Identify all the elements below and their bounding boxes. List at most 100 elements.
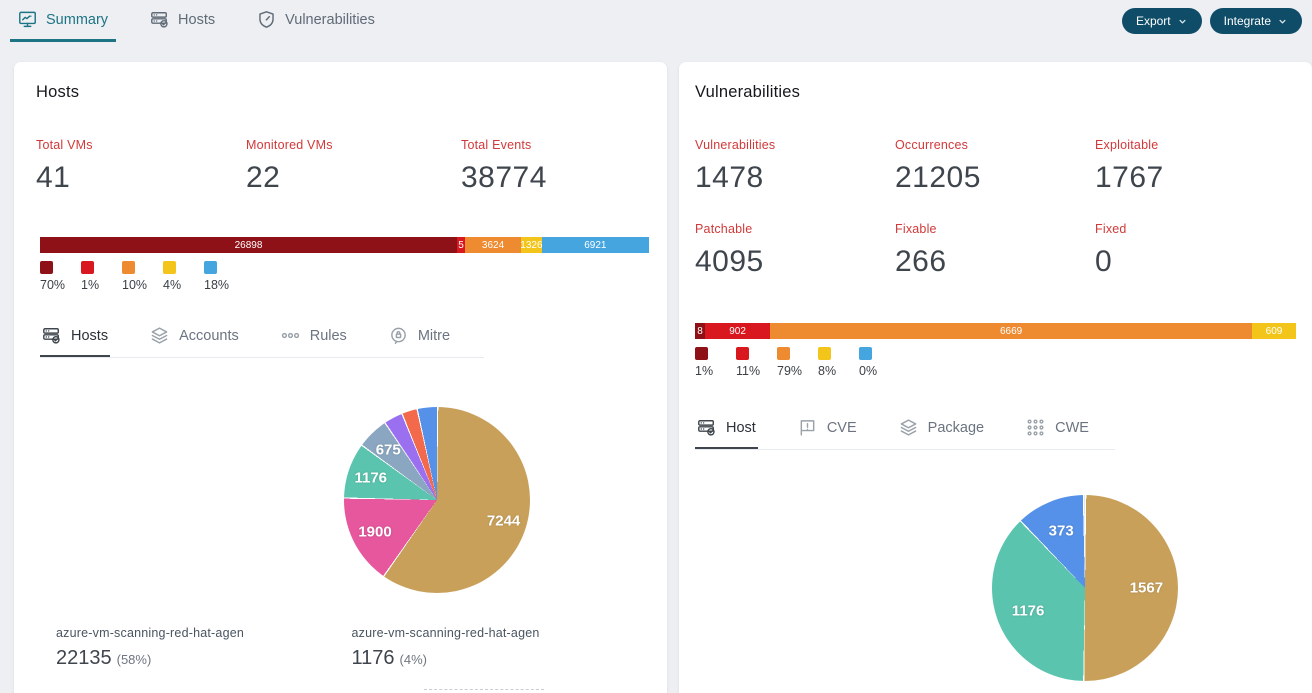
stat-value: 1767 (1095, 161, 1164, 194)
export-button[interactable]: Export (1121, 8, 1202, 34)
stat-label: Exploitable (1095, 138, 1159, 152)
pie-slice-label: 1900 (358, 523, 392, 541)
stat-label: Fixable (895, 222, 937, 236)
hosts-inner-tabs: Hosts Accounts Rules Mitre (40, 322, 484, 358)
stat-value: 1478 (695, 161, 764, 194)
bar-segment[interactable]: 5 (456, 237, 465, 253)
bar-segment-value: 902 (729, 325, 746, 337)
hosts-top-items: azure-vm-scanning-red-hat-agen 22135 (58… (56, 626, 647, 670)
legend-percent: 18% (204, 278, 230, 292)
dots-icon (281, 326, 300, 345)
tab-rules[interactable]: Rules (279, 322, 349, 357)
legend-item: 4% (163, 261, 189, 292)
legend-item: 18% (204, 261, 230, 292)
legend-percent: 8% (818, 364, 837, 378)
item-name: azure-vm-scanning-red-hat-agen (56, 626, 245, 640)
bar-segment-value: 26898 (234, 239, 263, 251)
bar-segment[interactable]: 3624 (464, 237, 522, 253)
stat: Patchable 4095 (695, 222, 895, 279)
tab-package[interactable]: Package (897, 414, 986, 449)
stat-value: 21205 (895, 161, 981, 194)
layers-icon (899, 418, 918, 437)
stat: Vulnerabilities 1478 (695, 138, 895, 195)
stat: Fixable 266 (895, 222, 1095, 279)
legend-swatch (859, 347, 872, 360)
nav-tab-label: Summary (46, 11, 109, 28)
bar-segment[interactable]: 26898 (40, 237, 457, 253)
tab-cwe[interactable]: CWE (1024, 414, 1091, 449)
stat-value: 0 (1095, 245, 1113, 278)
hosts-panel-title: Hosts (36, 83, 80, 101)
stat-value: 41 (36, 161, 71, 194)
stat: Total VMs 41 (36, 138, 246, 195)
legend-item: 70% (40, 261, 66, 292)
pie-slice-label: 675 (375, 441, 401, 459)
tab-label: Mitre (417, 327, 451, 344)
legend-swatch (695, 347, 708, 360)
stat-value: 22 (246, 161, 281, 194)
stat: Total Events 38774 (461, 138, 651, 195)
pie-slice-label: 7244 (486, 512, 521, 530)
bar-segment-value: 1326 (521, 239, 542, 251)
nav-tab-label: Vulnerabilities (285, 11, 375, 28)
export-button-label: Export (1135, 14, 1171, 28)
stat: Exploitable 1767 (1095, 138, 1302, 195)
nav-tab-summary[interactable]: Summary (10, 0, 117, 42)
legend-percent: 70% (40, 278, 66, 292)
legend-item: 79% (777, 347, 803, 378)
tab-hosts[interactable]: Hosts (40, 322, 110, 357)
stat-label: Total VMs (36, 138, 93, 152)
legend-swatch (736, 347, 749, 360)
bar-segment-value: 3624 (481, 239, 505, 251)
list-item: azure-vm-scanning-red-hat-agen 1176 (4%) (352, 626, 648, 670)
legend-swatch (777, 347, 790, 360)
tab-label: Rules (309, 327, 347, 344)
shield-icon (257, 10, 276, 29)
item-percent: (58%) (116, 652, 152, 667)
hosts-pie-chart[interactable]: 7244 1900 1176 675 (344, 407, 530, 593)
layers-icon (150, 326, 169, 345)
item-value: 1176 (351, 647, 395, 669)
legend-item: 11% (736, 347, 762, 378)
tab-mitre[interactable]: Mitre (387, 322, 452, 357)
stat: Fixed 0 (1095, 222, 1302, 279)
bar-segment[interactable]: 1326 (521, 237, 542, 253)
pie-slice-label: 1567 (1129, 579, 1164, 597)
stat-value: 266 (895, 245, 947, 278)
top-navbar: Summary Hosts Vulnerabilities Export Integr… (0, 0, 1312, 42)
vulnerabilities-panel: Vulnerabilities Vulnerabilities 1478 Occur… (679, 62, 1312, 693)
legend-percent: 0% (859, 364, 878, 378)
bar-segment[interactable]: 8 (695, 323, 705, 339)
grid-dots-icon (1026, 418, 1045, 437)
nav-tab-vulnerabilities[interactable]: Vulnerabilities (249, 0, 383, 42)
integrate-button[interactable]: Integrate (1209, 8, 1302, 34)
hosts-stacked-bar: 26898 5 3624 1326 6921 (40, 237, 649, 253)
bar-segment[interactable]: 6669 (770, 323, 1252, 339)
bar-segment[interactable]: 6921 (541, 237, 649, 253)
hosts-stats: Total VMs 41 Monitored VMs 22 Total Events 38… (36, 138, 651, 195)
summary-icon (18, 10, 37, 29)
tab-accounts[interactable]: Accounts (148, 322, 241, 357)
legend-swatch (163, 261, 176, 274)
legend-item: 1% (81, 261, 107, 292)
nav-tab-label: Hosts (178, 11, 216, 28)
tab-cve[interactable]: CVE (796, 414, 859, 449)
stat-value: 38774 (461, 161, 547, 194)
legend-swatch (40, 261, 53, 274)
list-item: azure-vm-scanning-red-hat-agen 22135 (58… (56, 626, 352, 670)
vulnerabilities-pie-chart[interactable]: 1567 1176 373 (992, 495, 1178, 681)
bar-segment[interactable]: 902 (705, 323, 771, 339)
vulnerabilities-bar-legend: 1% 11% 79% 8% 0% (695, 347, 885, 378)
nav-tab-hosts[interactable]: Hosts (142, 0, 223, 42)
hosts-icon (697, 418, 716, 437)
bar-segment-value: 6669 (999, 325, 1023, 337)
bar-segment[interactable]: 609 (1252, 323, 1296, 339)
tab-label: CVE (826, 419, 857, 436)
flag-icon (798, 418, 817, 437)
item-value: 22135 (56, 647, 112, 669)
vulnerabilities-stacked-bar: 8 902 6669 609 (695, 323, 1296, 339)
stat-label: Fixed (1095, 222, 1127, 236)
tab-label: Package (927, 419, 985, 436)
tab-host[interactable]: Host (695, 414, 758, 449)
legend-percent: 1% (81, 278, 100, 292)
